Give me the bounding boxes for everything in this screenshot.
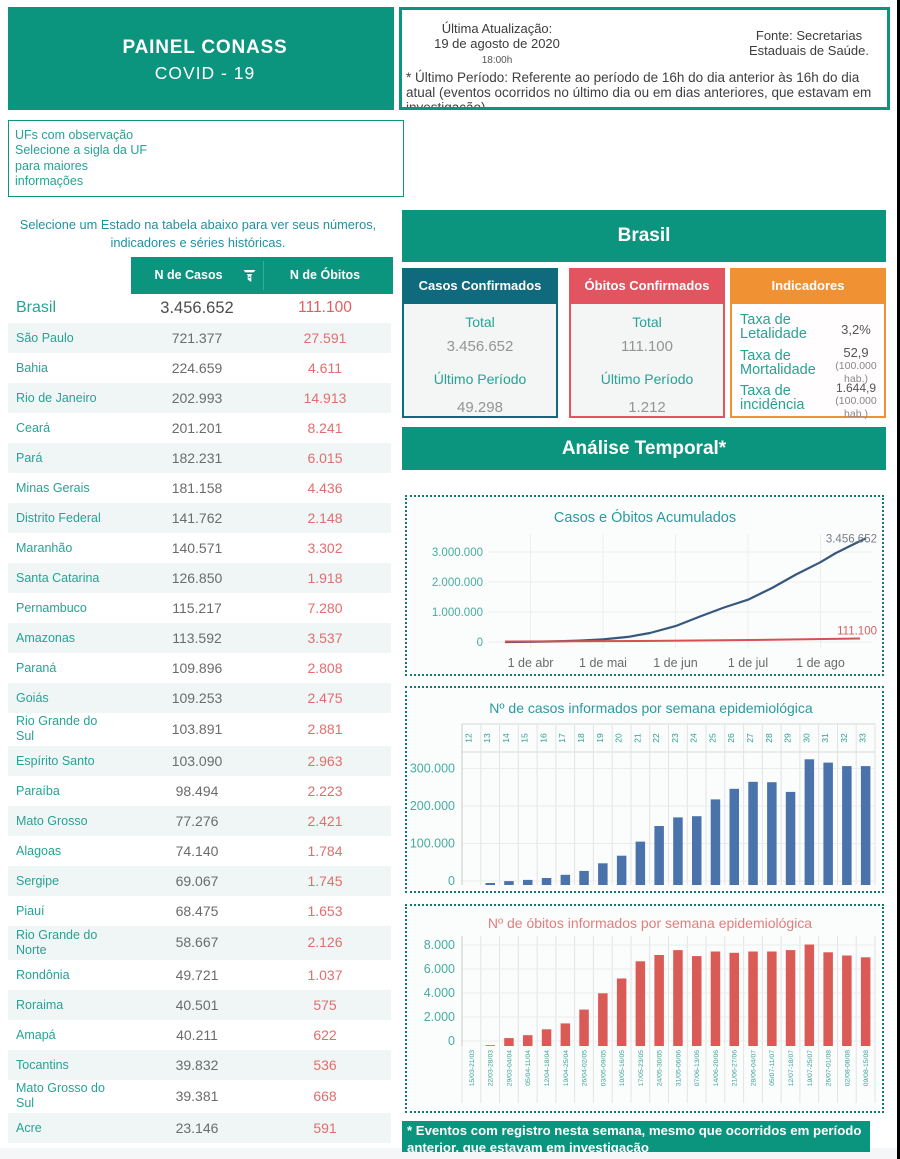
svg-text:14: 14 — [501, 733, 511, 743]
svg-text:15/03-21/03: 15/03-21/03 — [469, 1050, 476, 1087]
svg-text:32: 32 — [839, 733, 849, 743]
svg-text:17: 17 — [557, 733, 567, 743]
svg-text:4.000: 4.000 — [424, 986, 455, 1000]
svg-text:1 de ago: 1 de ago — [796, 656, 845, 670]
svg-text:8.000: 8.000 — [424, 938, 455, 952]
svg-text:22: 22 — [651, 733, 661, 743]
svg-text:Nº de óbitos informados por se: Nº de óbitos informados por semana epide… — [488, 915, 812, 931]
svg-text:22/03-28/03: 22/03-28/03 — [488, 1050, 495, 1087]
svg-text:26: 26 — [726, 733, 736, 743]
svg-text:0: 0 — [448, 1034, 455, 1048]
svg-text:05/07-11/07: 05/07-11/07 — [769, 1050, 776, 1086]
svg-text:1.000.000: 1.000.000 — [432, 607, 483, 619]
svg-text:3.000.000: 3.000.000 — [432, 547, 483, 559]
svg-text:31: 31 — [820, 733, 830, 743]
svg-text:29: 29 — [783, 733, 793, 743]
svg-text:300.000: 300.000 — [410, 762, 455, 776]
svg-text:12: 12 — [463, 733, 473, 743]
svg-text:31/05-06/06: 31/05-06/06 — [675, 1050, 682, 1087]
svg-text:Nº de casos informados por sem: Nº de casos informados por semana epidem… — [489, 700, 813, 716]
svg-text:1 de jul: 1 de jul — [728, 656, 768, 670]
svg-text:20: 20 — [614, 733, 624, 743]
svg-text:15: 15 — [520, 733, 530, 743]
svg-text:100.000: 100.000 — [410, 837, 455, 851]
svg-text:29/03-04/04: 29/03-04/04 — [506, 1050, 513, 1087]
svg-text:19/04-25/04: 19/04-25/04 — [563, 1050, 570, 1087]
svg-text:6.000: 6.000 — [424, 962, 455, 976]
svg-text:03/05-09/05: 03/05-09/05 — [600, 1050, 607, 1087]
svg-text:14/06-20/06: 14/06-20/06 — [713, 1050, 720, 1087]
svg-text:19: 19 — [595, 733, 605, 743]
svg-text:21: 21 — [632, 733, 642, 743]
svg-text:24: 24 — [689, 733, 699, 743]
svg-text:21/06-27/06: 21/06-27/06 — [732, 1050, 739, 1087]
svg-text:09/08-15/08: 09/08-15/08 — [863, 1050, 870, 1087]
svg-text:05/04-11/04: 05/04-11/04 — [525, 1050, 532, 1086]
svg-text:33: 33 — [858, 733, 868, 743]
svg-text:26/04-02/05: 26/04-02/05 — [582, 1050, 589, 1087]
svg-text:26/07-01/08: 26/07-01/08 — [826, 1050, 833, 1087]
svg-text:12/04-18/04: 12/04-18/04 — [544, 1050, 551, 1087]
svg-text:02/08-08/08: 02/08-08/08 — [844, 1050, 851, 1087]
svg-text:19/07-25/07: 19/07-25/07 — [807, 1050, 814, 1087]
svg-text:0: 0 — [448, 874, 455, 888]
svg-text:2.000.000: 2.000.000 — [432, 577, 483, 589]
svg-text:2.000: 2.000 — [424, 1010, 455, 1024]
svg-text:28: 28 — [764, 733, 774, 743]
svg-text:16: 16 — [539, 733, 549, 743]
svg-text:10/05-16/05: 10/05-16/05 — [619, 1050, 626, 1087]
svg-text:13: 13 — [482, 733, 492, 743]
svg-text:25: 25 — [707, 733, 717, 743]
svg-text:1 de mai: 1 de mai — [579, 656, 627, 670]
svg-text:30: 30 — [801, 733, 811, 743]
svg-text:07/06-13/06: 07/06-13/06 — [694, 1050, 701, 1087]
svg-text:28/06-04/07: 28/06-04/07 — [751, 1050, 758, 1087]
svg-text:1 de jun: 1 de jun — [653, 656, 698, 670]
svg-text:111.100: 111.100 — [837, 626, 877, 638]
svg-text:3.456.652: 3.456.652 — [826, 534, 877, 546]
svg-text:Casos e Óbitos Acumulados: Casos e Óbitos Acumulados — [554, 509, 736, 526]
svg-text:18: 18 — [576, 733, 586, 743]
svg-text:24/05-30/05: 24/05-30/05 — [657, 1050, 664, 1087]
svg-text:1 de abr: 1 de abr — [508, 656, 554, 670]
svg-text:17/05-23/05: 17/05-23/05 — [638, 1050, 645, 1087]
svg-text:0: 0 — [477, 637, 483, 649]
svg-text:23: 23 — [670, 733, 680, 743]
svg-text:27: 27 — [745, 733, 755, 743]
svg-text:12/07-18/07: 12/07-18/07 — [788, 1050, 795, 1087]
svg-text:200.000: 200.000 — [410, 799, 455, 813]
